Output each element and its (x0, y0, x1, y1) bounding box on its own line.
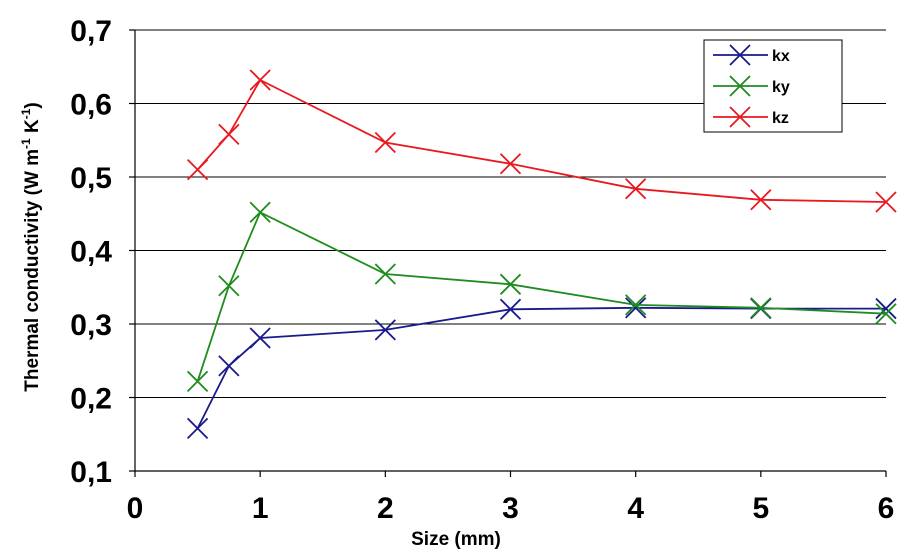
axes (129, 29, 887, 477)
series-kx (186, 297, 897, 440)
data-point-kx (218, 355, 240, 377)
data-point-kx (249, 327, 271, 349)
data-point-kz (249, 69, 271, 91)
data-point-kx (186, 417, 209, 440)
data-point-ky (374, 263, 396, 285)
data-point-kz (218, 123, 240, 146)
y-tick-label: 0,1 (70, 456, 112, 489)
series-line-kz (196, 78, 887, 203)
data-point-kz (625, 178, 647, 200)
y-tick-label: 0,4 (70, 236, 112, 269)
data-point-ky (625, 294, 647, 316)
series (186, 69, 897, 440)
legend-item-ky: ky (713, 75, 790, 97)
legend-item-kz: kz (713, 106, 789, 128)
legend-item-kx: kx (713, 44, 790, 66)
data-point-ky (875, 303, 897, 325)
legend-marker (729, 44, 751, 66)
x-tick-label: 5 (752, 492, 769, 525)
y-tick-label: 0,3 (70, 309, 112, 342)
legend-label: kx (772, 48, 790, 65)
data-point-ky (499, 273, 522, 295)
y-tick-label: 0,6 (70, 89, 112, 122)
data-point-kz (499, 153, 522, 175)
data-point-ky (218, 275, 240, 297)
x-tick-label: 6 (878, 492, 895, 525)
y-tick-label: 0,7 (70, 15, 112, 48)
data-point-kx (875, 297, 897, 320)
y-tick-label: 0,5 (70, 162, 112, 195)
data-point-kz (875, 191, 897, 213)
data-point-kx (374, 319, 396, 341)
data-point-kx (499, 298, 522, 320)
series-kz (186, 69, 897, 213)
series-ky (186, 201, 897, 392)
x-tick-label: 2 (377, 492, 394, 525)
data-point-kz (750, 189, 772, 211)
legend-label: ky (772, 79, 790, 96)
legend-marker (729, 75, 751, 97)
data-point-ky (750, 297, 772, 319)
series-line-ky (196, 211, 887, 382)
data-point-kx (625, 297, 647, 319)
x-tick-label: 3 (502, 492, 519, 525)
data-point-ky (186, 370, 209, 392)
data-point-ky (249, 201, 271, 223)
legend-label: kz (772, 110, 789, 127)
tick-labels: 0,1 0,2 0,3 0,4 0,5 0,6 0,7 0 1 2 3 4 5 6 (70, 15, 894, 525)
x-tick-label: 0 (127, 492, 144, 525)
y-tick-label: 0,2 (70, 383, 112, 416)
legend-marker (729, 106, 751, 128)
data-point-kz (186, 159, 209, 181)
x-tick-label: 4 (627, 492, 644, 525)
x-tick-label: 1 (252, 492, 269, 525)
series-line-kx (196, 306, 886, 429)
gridlines (135, 29, 886, 398)
x-axis-title: Size (mm) (411, 529, 501, 550)
data-point-kz (374, 131, 396, 154)
y-axis-title: Thermal conductivity (W m-1 K-1) (19, 102, 43, 391)
legend: kx ky kz (703, 39, 843, 133)
